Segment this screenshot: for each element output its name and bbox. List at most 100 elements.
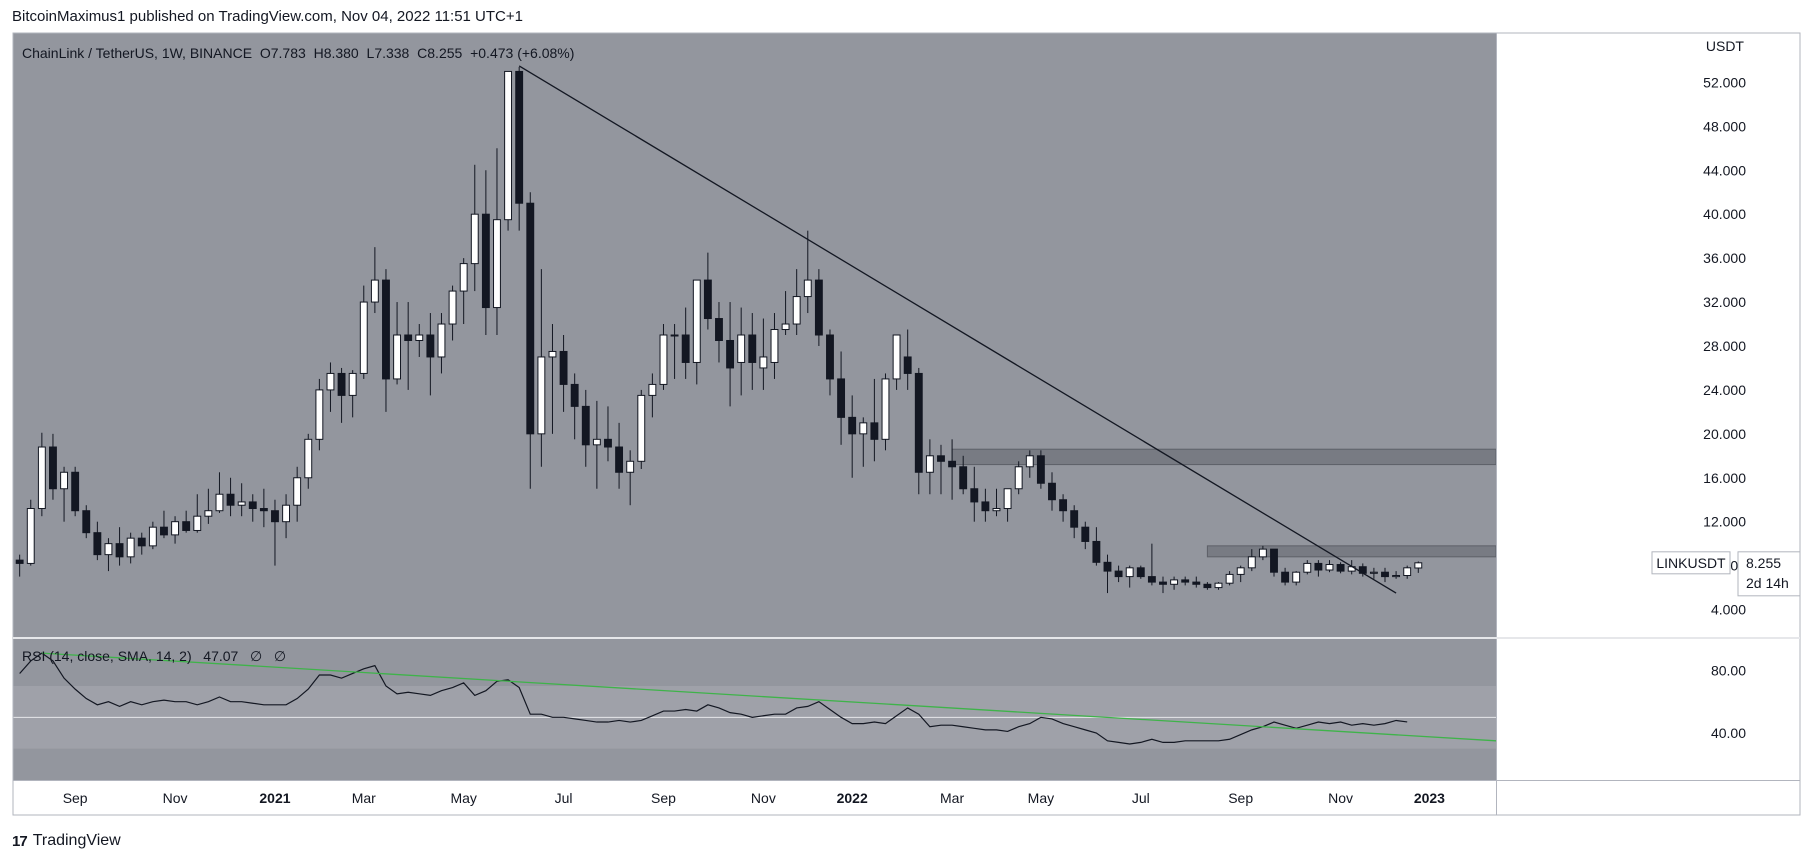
candle bbox=[1059, 494, 1068, 522]
candle-body bbox=[171, 521, 180, 536]
candle-body bbox=[382, 279, 390, 380]
candle bbox=[348, 370, 357, 418]
candle-body bbox=[370, 279, 379, 303]
candle bbox=[1325, 560, 1334, 573]
rsi-legend-extra-1: ∅ bbox=[250, 648, 263, 664]
price-tick-label: 12.000 bbox=[1703, 514, 1746, 530]
candle bbox=[1192, 576, 1201, 588]
candle-body bbox=[1070, 510, 1079, 528]
candle-body bbox=[1170, 579, 1179, 585]
candle-body bbox=[937, 455, 945, 462]
candle bbox=[1014, 461, 1023, 495]
price-tick-label: 52.000 bbox=[1703, 74, 1746, 90]
legend-open: 7.783 bbox=[270, 45, 306, 61]
candle bbox=[259, 488, 268, 528]
candle-body bbox=[60, 471, 69, 490]
candle-body bbox=[415, 334, 424, 341]
candle bbox=[115, 527, 124, 566]
candle-body bbox=[948, 460, 957, 468]
footer[interactable]: 17 TradingView bbox=[12, 829, 121, 853]
candle bbox=[1036, 450, 1045, 489]
candle bbox=[526, 192, 535, 489]
candle-body bbox=[293, 477, 302, 506]
price-pane[interactable] bbox=[13, 33, 1497, 637]
candle-body bbox=[570, 383, 579, 407]
time-tick-label: May bbox=[1028, 790, 1054, 806]
candle bbox=[504, 70, 513, 231]
time-tick-label: Nov bbox=[751, 790, 776, 806]
candle bbox=[748, 313, 757, 390]
legend-high: 8.380 bbox=[323, 45, 359, 61]
time-tick-label: 2021 bbox=[259, 790, 290, 806]
candle-body bbox=[337, 372, 346, 396]
pane-borders bbox=[12, 32, 1801, 816]
candle-body bbox=[1292, 571, 1301, 583]
rsi-legend-value: 47.07 bbox=[203, 648, 239, 664]
rsi-pane[interactable] bbox=[13, 639, 1497, 780]
candle bbox=[848, 395, 857, 478]
candle-body bbox=[615, 446, 624, 473]
time-tick-label: Sep bbox=[1228, 790, 1253, 806]
candle bbox=[293, 466, 302, 522]
candle bbox=[71, 466, 80, 517]
candle bbox=[1392, 571, 1401, 579]
candle-body bbox=[1036, 455, 1045, 484]
legend-change: +0.473 (+6.08%) bbox=[470, 45, 575, 61]
candle-body bbox=[1381, 571, 1389, 578]
candle bbox=[1125, 565, 1134, 588]
candle-body bbox=[515, 70, 524, 204]
rsi-trendline bbox=[41, 652, 1497, 742]
candle bbox=[60, 466, 69, 522]
candle bbox=[215, 472, 224, 513]
symbol-tag-background bbox=[1651, 551, 1731, 575]
rsi-line bbox=[19, 652, 1408, 745]
candle-body bbox=[1159, 581, 1167, 585]
candle-body bbox=[1325, 564, 1334, 571]
candle bbox=[559, 335, 568, 412]
candle-body bbox=[1203, 583, 1212, 589]
currency-label: USDT bbox=[1706, 38, 1745, 54]
candle-body bbox=[448, 290, 457, 325]
candle bbox=[1369, 567, 1378, 579]
candle bbox=[537, 269, 546, 467]
time-tick-label: Jul bbox=[555, 790, 573, 806]
candle-body bbox=[1303, 562, 1312, 573]
candle-body bbox=[470, 213, 479, 265]
time-axis[interactable]: Sep Nov 2021 Mar May Jul Sep Nov 2022 Mar May Jul Se… bbox=[63, 790, 1445, 806]
candle bbox=[1214, 582, 1223, 590]
candle-body bbox=[160, 526, 168, 536]
candle-body bbox=[137, 537, 146, 547]
candle-body bbox=[282, 504, 291, 523]
candle bbox=[1048, 472, 1056, 511]
time-tick-label: Sep bbox=[651, 790, 676, 806]
candle bbox=[970, 466, 979, 522]
price-tick-label: 36.000 bbox=[1703, 250, 1746, 266]
candle bbox=[49, 433, 57, 500]
candle bbox=[981, 488, 990, 522]
legend-low-label: L bbox=[366, 45, 375, 61]
candle bbox=[881, 373, 890, 451]
candle bbox=[948, 439, 957, 500]
candle bbox=[648, 373, 657, 418]
candle-body bbox=[581, 405, 590, 446]
candle bbox=[448, 285, 457, 341]
candle bbox=[826, 329, 834, 396]
candle-body bbox=[692, 279, 701, 363]
candle bbox=[271, 499, 279, 566]
candle bbox=[1170, 576, 1179, 590]
candle bbox=[692, 279, 701, 385]
candle-body bbox=[215, 493, 224, 512]
candle bbox=[137, 532, 146, 555]
rsi-axis[interactable]: 40.00 80.00 bbox=[1711, 662, 1746, 741]
candle bbox=[925, 439, 934, 495]
candle-body bbox=[548, 350, 557, 358]
candle-body bbox=[104, 543, 113, 556]
candle bbox=[670, 324, 679, 379]
candle-body bbox=[359, 301, 368, 374]
time-tick-label: 2022 bbox=[837, 790, 868, 806]
price-axis[interactable]: USDT 4.0008.00012.00016.00020.00024.0002… bbox=[1703, 38, 1746, 618]
rsi-legend-extra-2: ∅ bbox=[273, 648, 287, 664]
price-tick-label: 48.000 bbox=[1703, 118, 1746, 134]
legend-high-label: H bbox=[313, 45, 324, 61]
